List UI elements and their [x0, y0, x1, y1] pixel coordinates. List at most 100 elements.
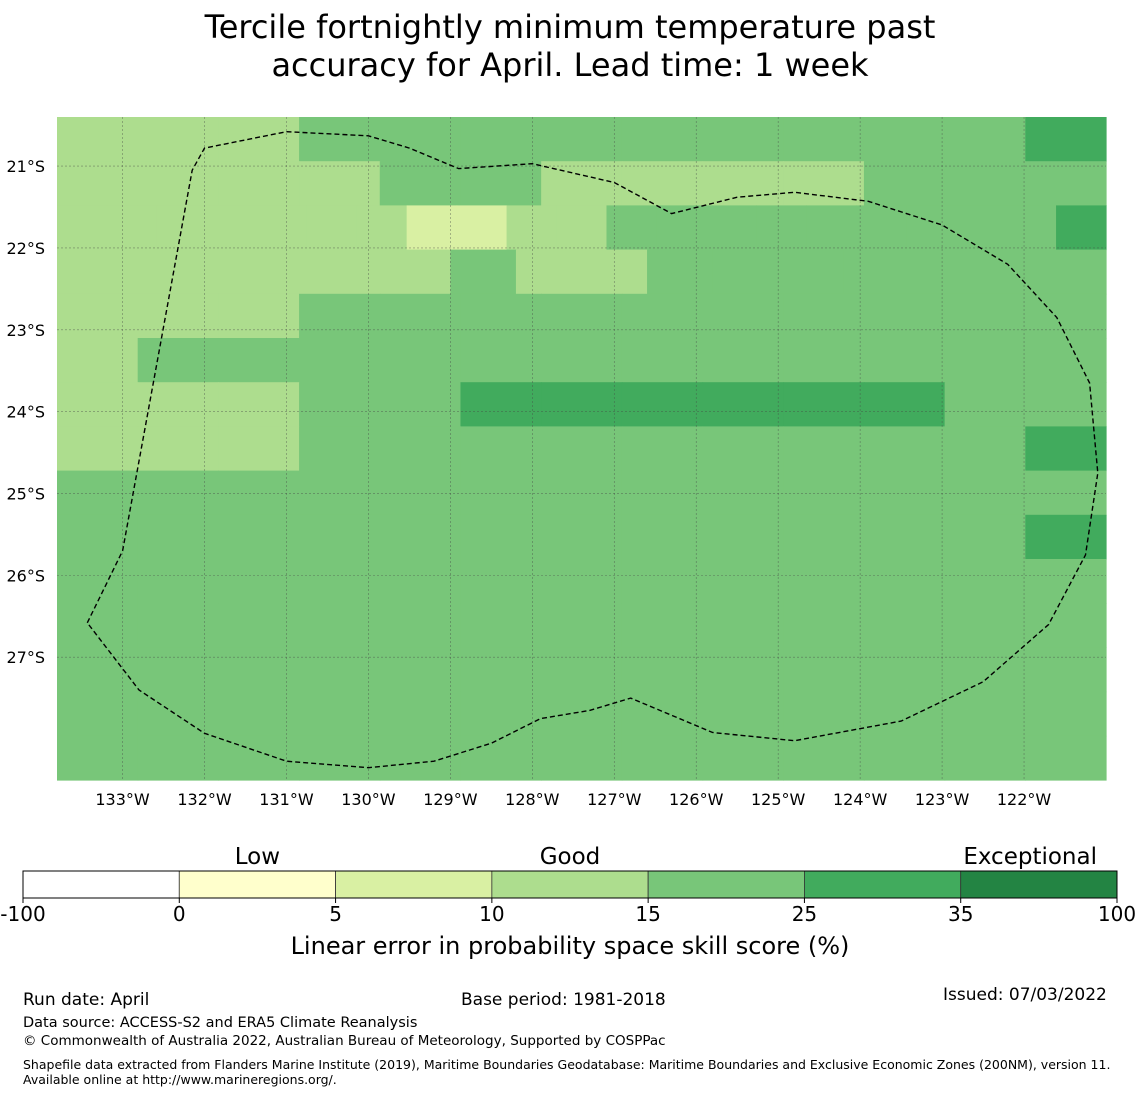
skill-cell — [702, 470, 784, 516]
skill-cell — [218, 603, 300, 648]
skill-cell — [460, 603, 542, 648]
skill-cell — [137, 735, 219, 781]
skill-cell — [1025, 559, 1107, 604]
skill-cell — [299, 161, 381, 206]
chart-title: Tercile fortnightly minimum temperature … — [0, 8, 1140, 84]
skill-cell — [356, 205, 408, 251]
skill-cell — [944, 470, 1026, 516]
skill-cell — [218, 559, 300, 604]
skill-cell — [299, 293, 381, 339]
skill-cell — [460, 514, 542, 560]
skill-cell — [863, 161, 946, 206]
longitude-tick-label: 122°W — [997, 790, 1052, 809]
skill-cell — [621, 470, 704, 516]
longitude-tick-label: 125°W — [751, 790, 806, 809]
skill-cell — [122, 249, 189, 295]
skill-cell — [944, 338, 1026, 383]
skill-cell — [299, 426, 381, 472]
skill-cell — [57, 293, 139, 339]
skill-cell — [57, 338, 139, 383]
skill-cell — [702, 161, 784, 206]
skill-cell — [944, 603, 1026, 648]
longitude-tick-label: 127°W — [587, 790, 642, 809]
skill-cell — [863, 470, 946, 516]
skill-cell — [756, 205, 807, 251]
skill-cell — [541, 293, 623, 339]
skill-cell — [379, 735, 462, 781]
skill-cell — [956, 205, 1007, 251]
skill-cell — [647, 249, 714, 295]
skill-cell — [783, 382, 865, 427]
longitude-tick-label: 128°W — [505, 790, 560, 809]
colorbar-tick-label: 15 — [635, 902, 660, 926]
skill-cell — [944, 559, 1026, 604]
colorbar-tick-label: 0 — [173, 902, 186, 926]
skill-cell — [944, 735, 1026, 781]
skill-cell — [581, 249, 648, 295]
skill-cell — [137, 470, 219, 516]
colorbar-segment — [647, 870, 805, 899]
skill-cell — [218, 382, 300, 427]
colorbar-category-label: Exceptional — [963, 844, 1097, 870]
skill-cell — [218, 647, 300, 693]
skill-cells — [57, 117, 1107, 781]
skill-cell — [944, 514, 1026, 560]
skill-cell — [188, 249, 255, 295]
skill-cell — [218, 338, 300, 383]
skill-cell — [137, 426, 219, 472]
skill-cell — [621, 514, 704, 560]
colorbar-category-label: Low — [235, 844, 280, 870]
latitude-tick-label: 23°S — [6, 321, 45, 340]
skill-cell — [621, 647, 704, 693]
skill-cell — [218, 161, 300, 206]
skill-cell — [541, 559, 623, 604]
skill-cell — [1025, 691, 1107, 737]
skill-cell — [863, 293, 946, 339]
longitude-tick-label: 123°W — [915, 790, 970, 809]
skill-cell — [702, 691, 784, 737]
skill-cell — [137, 691, 219, 737]
skill-cell — [863, 735, 946, 781]
skill-cell — [702, 559, 784, 604]
eez-boundary — [86, 130, 1099, 769]
colorbar-segment — [178, 870, 336, 899]
skill-cell — [299, 647, 381, 693]
skill-cell — [944, 691, 1026, 737]
skill-cell — [856, 205, 907, 251]
skill-cell — [379, 470, 462, 516]
skill-cell — [783, 293, 865, 339]
skill-cell — [218, 293, 300, 339]
issued-date: Issued: 07/03/2022 — [943, 985, 1107, 1005]
skill-cell — [944, 161, 1026, 206]
skill-cell — [863, 691, 946, 737]
skill-cell — [783, 338, 865, 383]
skill-cell — [556, 205, 608, 251]
skill-cell — [206, 205, 258, 251]
skill-cell — [218, 426, 300, 472]
base-period: Base period: 1981-2018 — [461, 990, 666, 1010]
skill-cell — [57, 470, 139, 516]
skill-cell — [783, 426, 865, 472]
skill-cell — [621, 382, 704, 427]
skill-cell — [1025, 338, 1107, 383]
skill-cell — [460, 735, 542, 781]
skill-cell — [319, 249, 386, 295]
skill-cell — [783, 691, 865, 737]
skill-cell — [863, 559, 946, 604]
skill-cell — [218, 514, 300, 560]
skill-cell — [379, 603, 462, 648]
skill-cell — [1025, 161, 1107, 206]
skill-cell — [702, 514, 784, 560]
skill-cell — [379, 514, 462, 560]
skill-cell — [541, 647, 623, 693]
skill-cell — [218, 735, 300, 781]
skill-cell — [460, 470, 542, 516]
skill-cell — [57, 382, 139, 427]
skill-cell — [541, 470, 623, 516]
skill-cell — [783, 161, 865, 206]
skill-cell — [137, 647, 219, 693]
skill-cell — [702, 735, 784, 781]
skill-cell — [1056, 205, 1107, 251]
longitude-tick-label: 129°W — [423, 790, 478, 809]
copyright: © Commonwealth of Australia 2022, Austra… — [23, 1033, 666, 1049]
